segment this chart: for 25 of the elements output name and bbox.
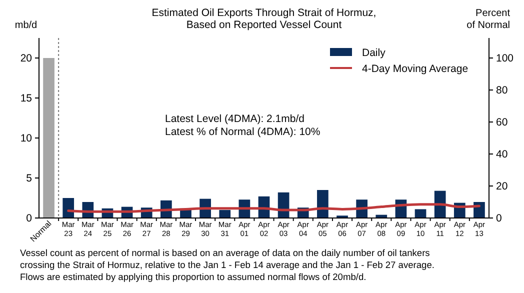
y2-tick-label: 60 (496, 116, 508, 128)
annotation: Latest Level (4DMA): 2.1mb/d (165, 113, 305, 125)
y-tick-label: 20 (20, 52, 32, 64)
legend-label: Daily (362, 47, 386, 59)
y-tick-label: 15 (20, 92, 32, 104)
bar (219, 210, 231, 218)
chart-title: Estimated Oil Exports Through Strait of Hormuz, Based on Reported Vessel Count (152, 7, 376, 31)
y2-tick-label: 40 (496, 148, 508, 160)
text: Vessel count as percent of normal is based on an average of data on the daily number of oil tankers crossing the Strait of Hormuz, relative to the Jan 1 - Feb 14 average and the Jan 1 - Feb 27 average. Flows are estimated by applying this proportion to assumed normal flows of 20mb/d. (20, 248, 434, 282)
line-series (67, 203, 480, 213)
y-tick-label: 10 (20, 132, 32, 144)
y2-tick-label: 20 (496, 180, 508, 192)
legend-label: 4-Day Moving Average (362, 63, 468, 75)
y2-tick-label: 0 (496, 212, 502, 224)
bar (62, 198, 74, 218)
y2-tick-label: 80 (496, 84, 508, 96)
annotation: Latest % of Normal (4DMA): 10% (165, 126, 320, 138)
y-tick-label: 5 (26, 172, 32, 184)
y2-axis-title: Percent of Normal (466, 8, 510, 31)
bar (317, 190, 328, 218)
bar (43, 58, 54, 218)
y2-tick-label: 100 (496, 52, 514, 64)
y-tick-label: 0 (26, 212, 32, 224)
bar (414, 209, 426, 218)
y-axis-title: mb/d (14, 20, 38, 31)
